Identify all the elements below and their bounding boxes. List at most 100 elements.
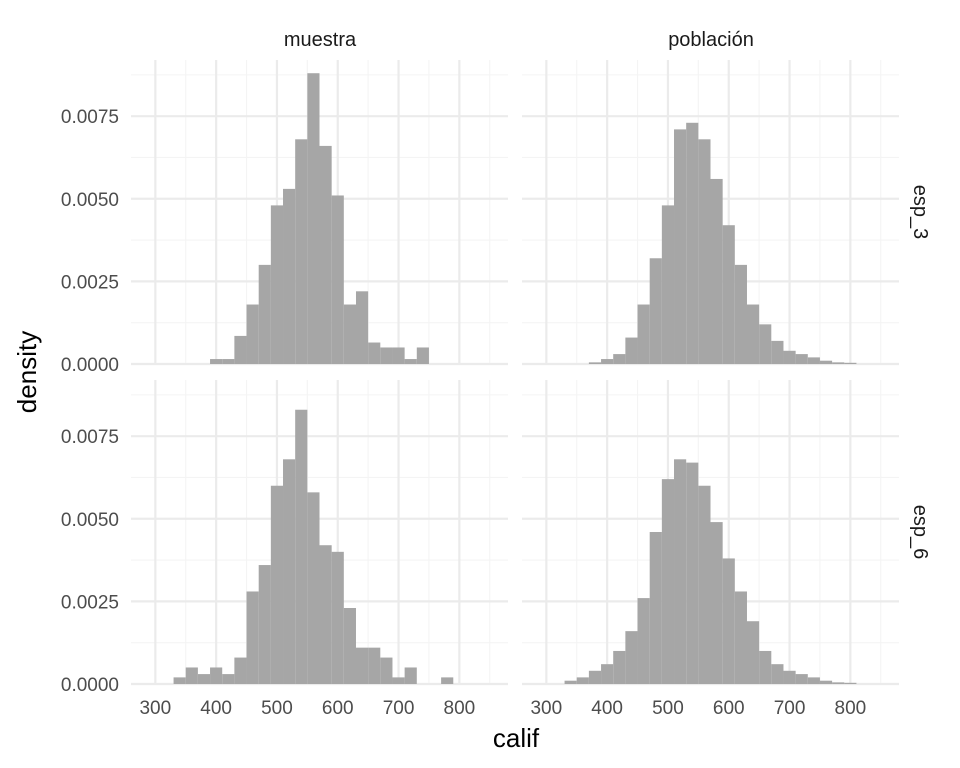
bar-esp_6-1-340 (173, 677, 186, 684)
bar-esp_3-2-640 (746, 304, 760, 364)
x-tick-label: 300 (139, 698, 171, 719)
bar-esp_3-2-580 (710, 178, 723, 364)
bar-esp_3-2-680 (771, 340, 784, 364)
bar-esp_6-1-680 (380, 657, 393, 684)
bar-esp_6-2-460 (637, 598, 650, 684)
x-tick-label: 700 (774, 698, 806, 719)
bar-esp_3-1-420 (222, 359, 235, 364)
bar-esp_6-2-740 (807, 677, 820, 684)
bar-esp_3-1-640 (355, 291, 369, 364)
x-tick-label: 500 (261, 698, 293, 719)
bar-esp_3-1-520 (283, 188, 296, 364)
bar-esp_3-1-460 (246, 304, 259, 364)
bar-esp_6-2-640 (746, 621, 760, 684)
bar-esp_3-2-420 (613, 354, 626, 364)
bar-esp_6-1-440 (234, 657, 247, 684)
x-tick-label: 400 (591, 698, 623, 719)
bar-esp_6-1-420 (222, 674, 235, 684)
bar-esp_3-1-600 (331, 195, 344, 364)
panel-esp_6-1: 0.0000 0.0025 0.0050 0.0075 300 400 500 600 700 8… (61, 380, 508, 719)
x-tick-label: 600 (322, 698, 354, 719)
bar-esp_6-2-540 (686, 462, 699, 684)
bar-esp_6-2-660 (759, 650, 772, 684)
bar-esp_6-2-680 (771, 664, 784, 684)
bar-esp_6-1-520 (283, 459, 296, 684)
bar-esp_3-1-440 (234, 335, 247, 364)
bar-esp_6-2-480 (649, 532, 662, 684)
y-tick-label: 0.0050 (61, 190, 119, 211)
strip-label-col-2: población (668, 29, 754, 51)
bar-esp_3-2-460 (637, 304, 650, 364)
bar-esp_3-1-480 (258, 264, 271, 364)
bar-esp_6-1-560 (307, 492, 320, 684)
x-tick-label: 300 (530, 698, 562, 719)
bar-esp_6-2-520 (674, 459, 687, 684)
bar-esp_6-2-380 (588, 670, 602, 684)
y-tick-label: 0.0025 (61, 592, 119, 613)
bar-esp_6-1-720 (404, 667, 417, 684)
x-tick-label: 800 (444, 698, 476, 719)
bar-esp_6-2-360 (576, 677, 589, 684)
bar-esp_3-1-540 (295, 139, 308, 364)
bar-esp_6-1-600 (331, 551, 344, 684)
labels-layer: muestra población esp_3 esp_6 calif dens… (12, 29, 931, 753)
bar-esp_3-2-540 (686, 122, 699, 364)
y-tick-label: 0.0075 (61, 107, 119, 128)
bar-esp_6-1-500 (270, 485, 284, 684)
bar-esp_6-1-540 (295, 409, 308, 684)
bar-esp_3-2-400 (601, 359, 614, 364)
y-tick-label: 0.0025 (61, 272, 119, 293)
bar-esp_3-1-720 (404, 359, 417, 364)
bar-esp_3-1-620 (343, 304, 356, 364)
bar-esp_6-2-440 (625, 631, 638, 684)
bar-esp_3-2-740 (807, 357, 820, 364)
bar-esp_3-2-760 (819, 360, 833, 364)
bar-esp_3-2-500 (661, 205, 675, 364)
strip-label-col-1: muestra (284, 29, 357, 51)
bar-esp_6-2-420 (613, 650, 626, 684)
bar-esp_3-1-700 (392, 347, 405, 364)
bar-esp_3-2-380 (588, 362, 602, 364)
bar-esp_6-2-580 (710, 522, 723, 684)
bar-esp_6-1-660 (368, 647, 381, 684)
bar-esp_6-2-400 (601, 664, 614, 684)
bar-esp_3-2-620 (734, 264, 747, 364)
x-axis-title: calif (493, 723, 540, 753)
bar-esp_6-2-720 (795, 674, 808, 684)
x-tick-label: 800 (835, 698, 867, 719)
bar-esp_6-2-500 (661, 479, 675, 684)
x-tick-label: 600 (713, 698, 745, 719)
bar-esp_3-2-440 (625, 337, 638, 364)
bar-esp_6-2-780 (832, 682, 845, 684)
bar-esp_6-1-460 (246, 591, 259, 684)
bar-esp_6-1-480 (258, 565, 271, 684)
bar-esp_6-2-620 (734, 591, 747, 684)
bar-esp_3-1-500 (270, 205, 284, 364)
bar-esp_3-1-740 (416, 347, 429, 364)
bar-esp_6-1-580 (319, 545, 332, 684)
bar-esp_6-1-380 (197, 674, 211, 684)
bar-esp_3-2-720 (795, 354, 808, 364)
bar-esp_3-2-560 (698, 139, 711, 364)
panel-esp_3-2 (522, 60, 899, 366)
bar-esp_3-2-700 (783, 350, 796, 364)
bar-esp_3-2-780 (832, 362, 845, 364)
panels-layer: 0.00000.00250.00500.00750.00000.00250.00… (61, 60, 899, 719)
bar-esp_6-2-700 (783, 670, 796, 684)
bar-esp_3-2-520 (674, 129, 687, 364)
bar-esp_3-2-480 (649, 258, 662, 364)
bar-esp_3-1-400 (210, 359, 223, 364)
bar-esp_6-2-600 (722, 558, 735, 684)
panel-esp_6-2: 300 400 500 600 700 800 (522, 380, 899, 719)
bar-esp_6-1-640 (355, 647, 369, 684)
bar-esp_6-1-700 (392, 677, 405, 684)
y-tick-label: 0.0050 (61, 510, 119, 531)
bar-esp_6-2-760 (819, 680, 833, 684)
bar-esp_3-1-580 (319, 145, 332, 364)
bar-esp_3-1-660 (368, 342, 381, 364)
strip-label-row-1: esp_3 (909, 185, 931, 240)
strip-label-row-2: esp_6 (909, 505, 931, 560)
bar-esp_6-1-780 (441, 677, 454, 684)
bar-esp_3-2-800 (844, 362, 857, 364)
